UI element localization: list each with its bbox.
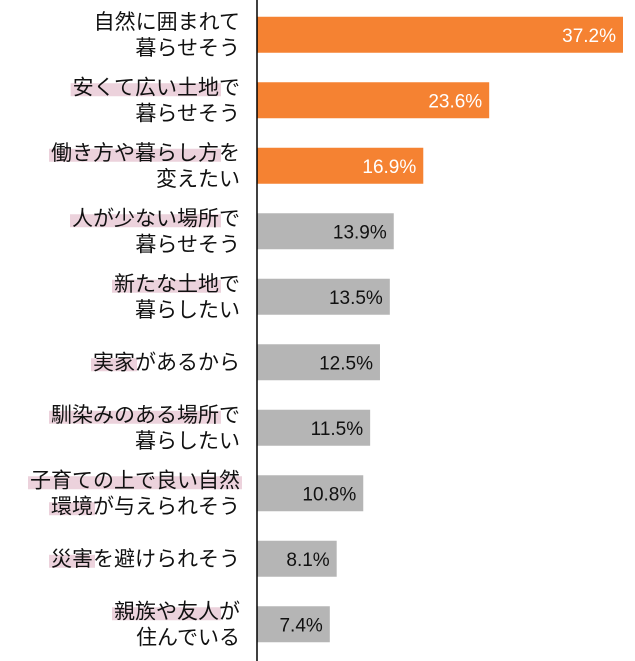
category-label: 住んでいる bbox=[136, 625, 240, 649]
category-label: 暮らしたい bbox=[135, 298, 240, 322]
category-label: 環境が与えられそう bbox=[51, 494, 240, 518]
category-label: 自然に囲まれて bbox=[94, 10, 240, 34]
category-label: 変えたい bbox=[156, 167, 240, 191]
category-label: 親族や友人が bbox=[114, 599, 240, 623]
bar-value-label: 16.9% bbox=[362, 157, 416, 178]
category-labels: 自然に囲まれて暮らせそう安くて広い土地で暮らせそう働き方や暮らし方を変えたい人が… bbox=[30, 10, 240, 650]
bar-value-label: 7.4% bbox=[279, 615, 322, 636]
bar-value-label: 37.2% bbox=[562, 26, 616, 47]
label-highlight bbox=[49, 554, 95, 568]
bar bbox=[257, 213, 394, 250]
bar-value-label: 23.6% bbox=[428, 91, 482, 112]
category-label: 実家があるから bbox=[93, 350, 240, 374]
bar-value-label: 11.5% bbox=[311, 419, 364, 440]
bar bbox=[257, 606, 330, 643]
category-label: 暮らしたい bbox=[135, 429, 240, 453]
label-highlight bbox=[49, 502, 95, 516]
category-label: 人が少ない場所で bbox=[72, 206, 240, 230]
bar bbox=[257, 475, 364, 512]
category-label: 災害を避けられそう bbox=[51, 547, 240, 571]
label-highlight bbox=[49, 410, 221, 424]
bar bbox=[257, 344, 380, 381]
category-label: 暮らせそう bbox=[135, 101, 240, 125]
category-label: 馴染みのある場所で bbox=[51, 403, 240, 427]
label-highlights bbox=[28, 83, 242, 621]
bar bbox=[257, 82, 490, 119]
category-label: 働き方や暮らし方を bbox=[51, 141, 240, 165]
category-label: 子育ての上で良い自然 bbox=[30, 468, 240, 492]
bar bbox=[257, 16, 623, 53]
label-highlight bbox=[28, 476, 242, 490]
label-highlight bbox=[49, 148, 221, 162]
bars bbox=[257, 16, 623, 643]
bar-value-label: 13.9% bbox=[333, 222, 387, 243]
category-label: 新たな土地で bbox=[114, 272, 240, 296]
label-highlight bbox=[70, 83, 221, 97]
bar-value-label: 8.1% bbox=[286, 550, 329, 571]
bar-value-label: 10.8% bbox=[302, 484, 356, 505]
bar bbox=[257, 278, 390, 315]
label-highlight bbox=[91, 358, 137, 372]
label-highlight bbox=[112, 607, 221, 621]
bar bbox=[257, 147, 424, 184]
category-label: 安くて広い土地で bbox=[73, 75, 240, 99]
bar bbox=[257, 409, 371, 446]
category-label: 暮らせそう bbox=[135, 232, 240, 256]
label-highlight bbox=[70, 214, 221, 228]
category-label: 暮らせそう bbox=[135, 36, 240, 60]
bar-value-label: 13.5% bbox=[329, 288, 383, 309]
label-highlight bbox=[112, 279, 221, 293]
value-labels: 37.2% 23.6% 16.9% 13.9% 13.5% 12.5% 11.5% 10.8%… bbox=[279, 26, 616, 637]
bar bbox=[257, 540, 337, 577]
bar-value-label: 12.5% bbox=[319, 353, 373, 374]
